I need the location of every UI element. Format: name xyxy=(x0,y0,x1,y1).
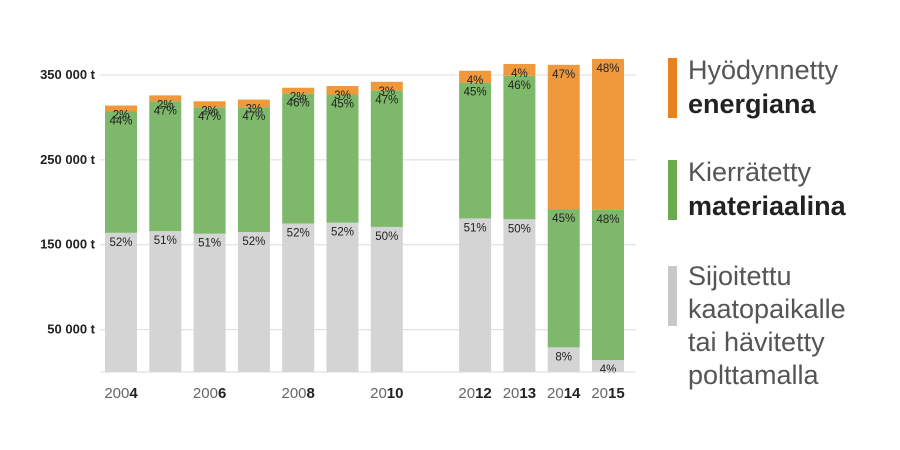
bar-value-label: 45% xyxy=(552,213,575,225)
x-tick-label: 2006 xyxy=(193,385,226,402)
bar-segment xyxy=(105,232,137,372)
bar-value-label: 51% xyxy=(198,238,221,250)
y-tick-label: 250 000 t xyxy=(40,152,96,167)
bar-value-label: 48% xyxy=(596,214,619,226)
stacked-bar-chart: 50 000 t 150 000 t 250 000 t 350 000 t 52% 44… xyxy=(40,58,636,402)
bar-segment xyxy=(282,87,315,94)
bar-value-label: 47% xyxy=(552,69,575,81)
legend-label-recycled-line2: materiaalina xyxy=(688,191,846,221)
bar-value-label: 4% xyxy=(600,364,617,376)
bar-segment xyxy=(547,347,580,372)
bar-value-label: 51% xyxy=(464,222,487,234)
bar-segment xyxy=(237,99,270,108)
legend-label-landfill-line4: polttamalla xyxy=(688,360,819,390)
bar-value-label: 47% xyxy=(375,94,398,106)
bar-segment xyxy=(105,105,137,112)
bar-segment xyxy=(326,86,359,95)
x-tick-label: 2014 xyxy=(547,385,581,402)
bar-segment xyxy=(592,58,624,210)
bar-segment xyxy=(547,209,580,348)
bar-segment xyxy=(149,231,182,372)
bar-segment xyxy=(547,64,580,210)
x-tick-label: 2013 xyxy=(503,385,536,402)
y-tick-label: 150 000 t xyxy=(40,237,96,252)
bar-value-label: 3% xyxy=(334,90,351,102)
legend-label-landfill-line2: kaatopaikalle xyxy=(688,294,846,324)
bar-segment xyxy=(459,70,492,83)
bar-value-label: 2% xyxy=(113,110,130,122)
legend-label-recycled-line1: Kierrätetty xyxy=(688,157,812,187)
bar-value-label: 2% xyxy=(157,99,174,111)
bar-segment xyxy=(459,218,492,372)
bar-value-label: 46% xyxy=(287,98,310,110)
bar-segment xyxy=(105,111,137,233)
legend-label-landfill-line1: Sijoitettu xyxy=(688,261,792,291)
bar-value-label: 2% xyxy=(290,92,307,104)
bar-value-label: 2% xyxy=(201,105,218,117)
bar-segment xyxy=(503,75,536,220)
y-tick-label: 50 000 t xyxy=(47,322,95,337)
bar-value-label: 50% xyxy=(508,223,531,235)
legend-swatch-recycled xyxy=(668,160,677,220)
bar-segment xyxy=(326,222,359,372)
bar-segment xyxy=(459,82,492,219)
bar-value-label: 45% xyxy=(464,87,487,99)
x-tick-label: 2004 xyxy=(104,385,138,402)
bar-segment xyxy=(193,233,226,372)
bar-value-label: 52% xyxy=(287,228,310,240)
bar-value-label: 47% xyxy=(242,111,265,123)
legend-swatch-landfill xyxy=(668,266,677,326)
bar-value-label: 45% xyxy=(331,99,354,111)
bar-segment xyxy=(193,101,226,108)
bar-segment xyxy=(503,219,536,372)
x-tick-label: 2010 xyxy=(370,385,403,402)
legend-label-landfill-line3: tai hävitetty xyxy=(688,327,825,357)
bar-segment xyxy=(149,95,182,102)
bar-value-label: 3% xyxy=(246,104,263,116)
bar-value-label: 44% xyxy=(109,115,132,127)
bar-segment xyxy=(370,90,403,227)
bar-segment xyxy=(237,107,270,232)
bar-value-label: 47% xyxy=(198,111,221,123)
bar-segment xyxy=(326,94,359,223)
legend-label-energy-line1: Hyödynnetty xyxy=(688,55,839,85)
x-tick-label: 2008 xyxy=(282,385,315,402)
bar-value-label: 52% xyxy=(331,227,354,239)
bar-value-label: 51% xyxy=(154,235,177,247)
bar-segment xyxy=(282,223,315,372)
x-tick-label: 2012 xyxy=(458,385,491,402)
bar-segment xyxy=(592,360,624,372)
bar-value-label: 4% xyxy=(511,68,528,80)
bar-segment xyxy=(503,63,536,76)
bar-value-label: 50% xyxy=(375,231,398,243)
legend-swatch-energy xyxy=(668,58,677,118)
bar-value-label: 46% xyxy=(508,80,531,92)
legend-label-energy-line2: energiana xyxy=(688,89,816,119)
bar-segment xyxy=(237,231,270,372)
bar-segment xyxy=(370,226,403,372)
bar-value-label: 48% xyxy=(596,63,619,75)
bar-value-label: 8% xyxy=(555,351,572,363)
bar-value-label: 4% xyxy=(467,75,484,87)
bar-value-label: 3% xyxy=(378,86,395,98)
x-tick-label: 2015 xyxy=(591,385,624,402)
bar-segment xyxy=(149,101,182,232)
bar-value-label: 47% xyxy=(154,105,177,117)
bar-segment xyxy=(282,93,315,224)
bar-value-label: 52% xyxy=(242,236,265,248)
bar-segment xyxy=(370,81,403,91)
bar-segment xyxy=(592,209,624,361)
bar-value-label: 52% xyxy=(109,237,132,249)
bar-segment xyxy=(193,107,226,234)
y-tick-label: 350 000 t xyxy=(40,67,96,82)
